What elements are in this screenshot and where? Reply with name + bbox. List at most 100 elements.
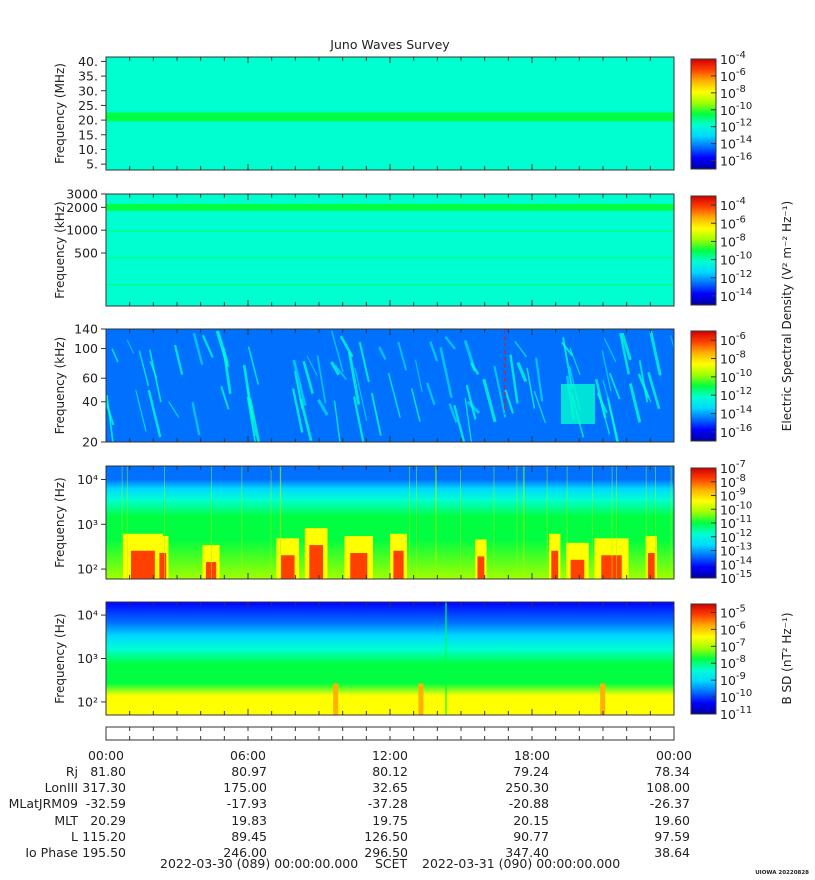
y-tick-label: 100	[74, 341, 98, 356]
emission-streak	[444, 336, 456, 350]
emission-streak	[410, 388, 421, 422]
emission-streak	[333, 400, 341, 442]
y-tick-label: 60	[82, 371, 98, 386]
ephemeris-value: 317.30	[82, 780, 126, 796]
emission-streak	[247, 346, 260, 385]
emission-patch	[561, 384, 595, 424]
emission-streak	[638, 360, 649, 403]
emission-streak	[628, 383, 642, 423]
y-tick-label: 30.	[78, 83, 98, 98]
emission-streak	[448, 403, 458, 423]
colorbar-label: Electric Spectral Density (V² m⁻² Hz⁻¹)	[780, 201, 794, 431]
emission-streak	[191, 401, 201, 436]
emission-streak	[291, 388, 304, 433]
emission-streak	[647, 371, 661, 410]
footer-scet-label: SCET	[375, 856, 408, 871]
y-tick-label: 15.	[78, 127, 98, 142]
y-tick-label: 20.	[78, 113, 98, 128]
emission-streak	[482, 378, 497, 423]
ephemeris-value: 79.24	[513, 764, 549, 779]
ephemeris-value: 38.64	[654, 845, 690, 860]
emission-streak	[353, 396, 365, 442]
emission-streak	[533, 390, 547, 424]
colorbar-tick-label: 10-12	[720, 269, 752, 286]
ephemeris-label: Rj	[65, 764, 78, 779]
y-tick-label: 1000	[66, 223, 98, 238]
emission-streak	[526, 367, 536, 409]
y-axis-label: Frequency (kHz)	[53, 337, 67, 434]
colorbar-scale	[690, 603, 717, 715]
emission-streak	[596, 392, 608, 414]
ephemeris-value: 115.20	[82, 828, 126, 844]
x-tick-label: 00:00	[655, 748, 693, 763]
ephemeris-value: 108.00	[646, 780, 690, 796]
y-tick-label: 10⁴	[77, 472, 98, 487]
ephemeris-value: 296.50	[364, 845, 408, 860]
footer-start-time: 2022-03-30 (089) 00:00:00.000	[160, 856, 359, 871]
emission-streak	[334, 364, 347, 381]
y-tick-label: 10⁴	[77, 608, 98, 623]
colorbar-tick-label: 10-6	[720, 214, 746, 231]
colorbar-tick-label: 10-5	[720, 603, 746, 620]
emission-streak	[347, 352, 361, 405]
emission-streak	[493, 365, 507, 418]
colorbar-label: B SD (nT² Hz⁻¹)	[780, 612, 794, 704]
y-tick-label: 40	[82, 394, 98, 409]
colorbar-tick-label: 10-16	[720, 152, 752, 169]
spectrogram-panel-4: 10⁴ 10³ 10² Frequency (Hz) 10-710-810-910-10…	[53, 459, 752, 586]
y-axis-label: Frequency (MHz)	[53, 63, 67, 164]
emission-streak	[111, 348, 119, 363]
emission-streak	[306, 356, 318, 376]
emission-burst	[333, 683, 339, 715]
colorbar-tick-label: 10-11	[720, 514, 752, 531]
colorbar-tick-label: 10-4	[720, 50, 746, 67]
ephemeris-value: 20.15	[513, 812, 549, 828]
emission-streak	[135, 389, 147, 432]
emission-streak	[302, 360, 314, 394]
colorbar-tick-label: 10-7	[720, 459, 746, 476]
emission-streak	[246, 396, 257, 442]
emission-streak	[339, 335, 354, 358]
emission-streak	[317, 398, 329, 416]
ephemeris-value: 90.77	[513, 828, 549, 844]
emission-streak	[248, 398, 261, 442]
colorbar-tick-label: 10-10	[720, 500, 752, 517]
ephemeris-value: 195.50	[82, 845, 126, 860]
colorbar-tick-label: 10-8	[720, 350, 746, 367]
ephemeris-value: 175.00	[223, 780, 267, 796]
emission-streak	[173, 344, 184, 376]
emission-streak	[669, 334, 674, 350]
colorbar-tick-label: 10-6	[720, 67, 746, 84]
ephemeris-value: 126.50	[364, 828, 408, 844]
colorbar-tick-label: 10-8	[720, 654, 746, 671]
colorbar-tick-label: 10-10	[720, 688, 752, 705]
emission-streak	[569, 347, 581, 376]
ephemeris-value: -32.59	[85, 796, 126, 812]
colorbar-tick-label: 10-10	[720, 101, 752, 118]
y-axis-label: Frequency (Hz)	[53, 477, 67, 568]
y-tick-label: 25.	[78, 98, 98, 113]
emission-streak	[378, 346, 387, 360]
y-tick-label: 5.	[86, 157, 98, 172]
emission-streak	[439, 347, 453, 399]
emission-streak	[608, 372, 621, 400]
institution-stamp: UIOWA 20220828	[755, 870, 809, 876]
emission-burst	[418, 683, 424, 715]
y-tick-label: 2000	[66, 200, 98, 215]
colorbar-tick-label: 10-9	[720, 487, 746, 504]
emission-streak	[516, 361, 528, 382]
emission-streak	[426, 382, 436, 406]
emission-streak	[370, 392, 382, 436]
emission-streak	[126, 339, 135, 354]
y-tick-label: 10³	[77, 651, 98, 666]
emission-streak	[561, 341, 574, 357]
colorbar-tick-label: 10-6	[720, 620, 746, 637]
emission-band	[106, 203, 674, 211]
ephemeris-value: -20.88	[508, 796, 549, 812]
ephemeris-value: -17.93	[226, 796, 267, 812]
